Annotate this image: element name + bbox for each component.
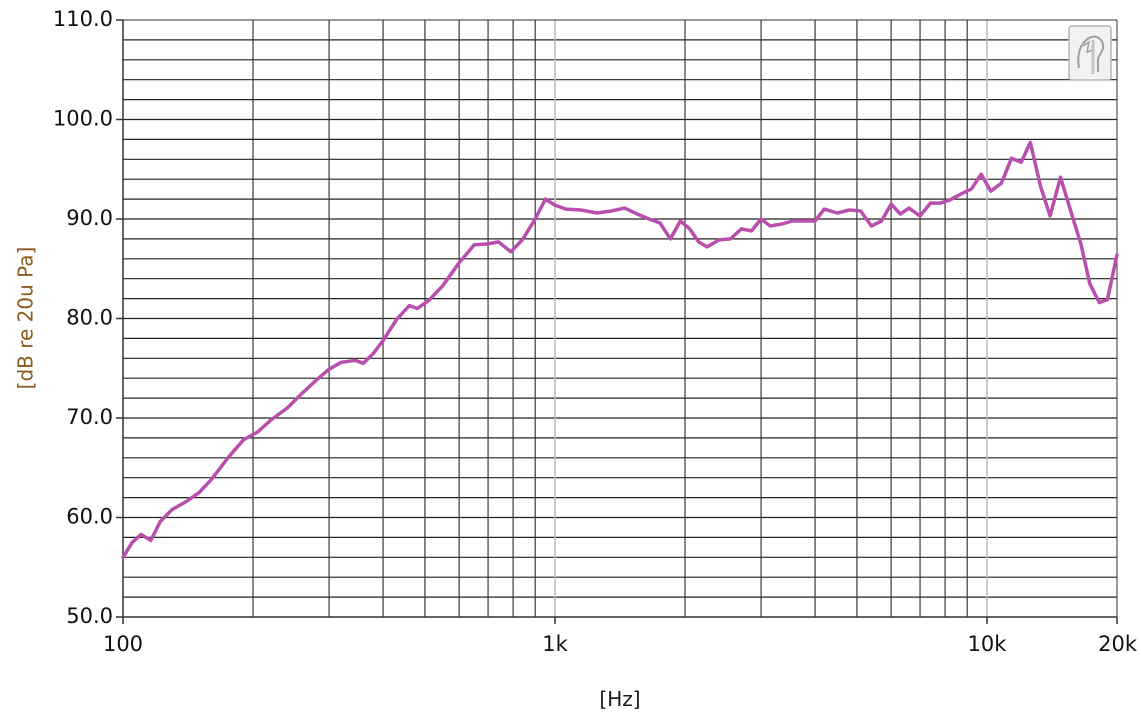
y-tick-labels: 50.0 60.0 70.0 80.0 90.0 100.0 110.0 [53,7,123,628]
series-layer [121,140,1119,560]
y-tick-label: 50.0 [66,604,113,628]
x-tick-labels: 100 1k 10k 20k [103,617,1138,656]
y-tick-label: 70.0 [66,405,113,429]
grid [123,20,1117,617]
x-tick-label: 10k [968,632,1008,656]
y-tick-label: 110.0 [53,7,113,31]
x-axis-title: [Hz] [599,687,640,711]
series-line [121,140,1119,560]
x-tick-label: 100 [103,632,143,656]
export-icon[interactable] [1068,25,1112,81]
y-tick-label: 90.0 [66,206,113,230]
x-tick-label: 20k [1098,632,1138,656]
y-tick-label: 80.0 [66,306,113,330]
x-tick-label: 1k [542,632,568,656]
y-tick-label: 60.0 [66,505,113,529]
y-axis-title: [dB re 20u Pa] [14,247,38,390]
y-tick-label: 100.0 [53,107,113,131]
